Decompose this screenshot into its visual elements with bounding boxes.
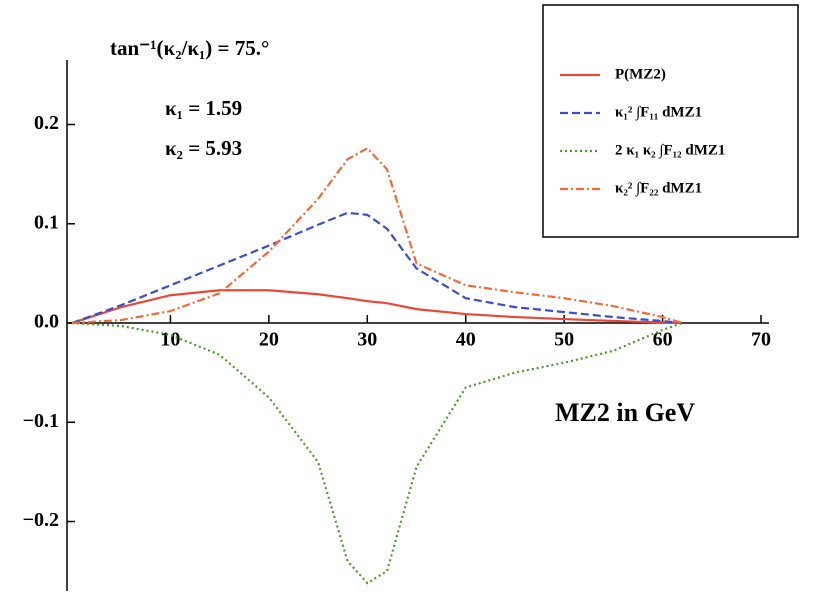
annotation: κ₁ = 1.59 [165,96,242,120]
legend-label: 2 κ₁ κ₂ ∫F₁₂ dMZ1 [615,142,725,158]
x-axis-label: MZ2 in GeV [555,398,695,427]
y-tick-label: 0.2 [34,112,59,134]
series-line [71,146,683,325]
legend-label: κ₁² ∫F₁₁ dMZ1 [615,104,702,120]
x-tick-label: 40 [456,329,476,351]
series-line [71,321,683,585]
y-tick-label: −0.2 [23,509,59,531]
y-tick-label: −0.1 [23,410,59,432]
annotation: κ₂ = 5.93 [165,136,242,160]
y-tick-label: 0.0 [34,311,59,333]
series-line [71,289,683,325]
x-tick-label: 10 [160,329,180,351]
annotation: tan⁻¹(κ₂/κ₁) = 75.° [110,36,269,60]
series-line [71,211,683,325]
legend-label: P(MZ2) [615,66,666,82]
x-tick-label: 20 [259,329,279,351]
legend-label: κ₂² ∫F₂₂ dMZ1 [615,180,702,196]
x-tick-label: 60 [653,329,673,351]
x-tick-label: 70 [751,329,771,351]
x-tick-label: 30 [357,329,377,351]
x-tick-label: 50 [554,329,574,351]
y-tick-label: 0.1 [34,211,59,233]
legend-box [542,4,799,238]
